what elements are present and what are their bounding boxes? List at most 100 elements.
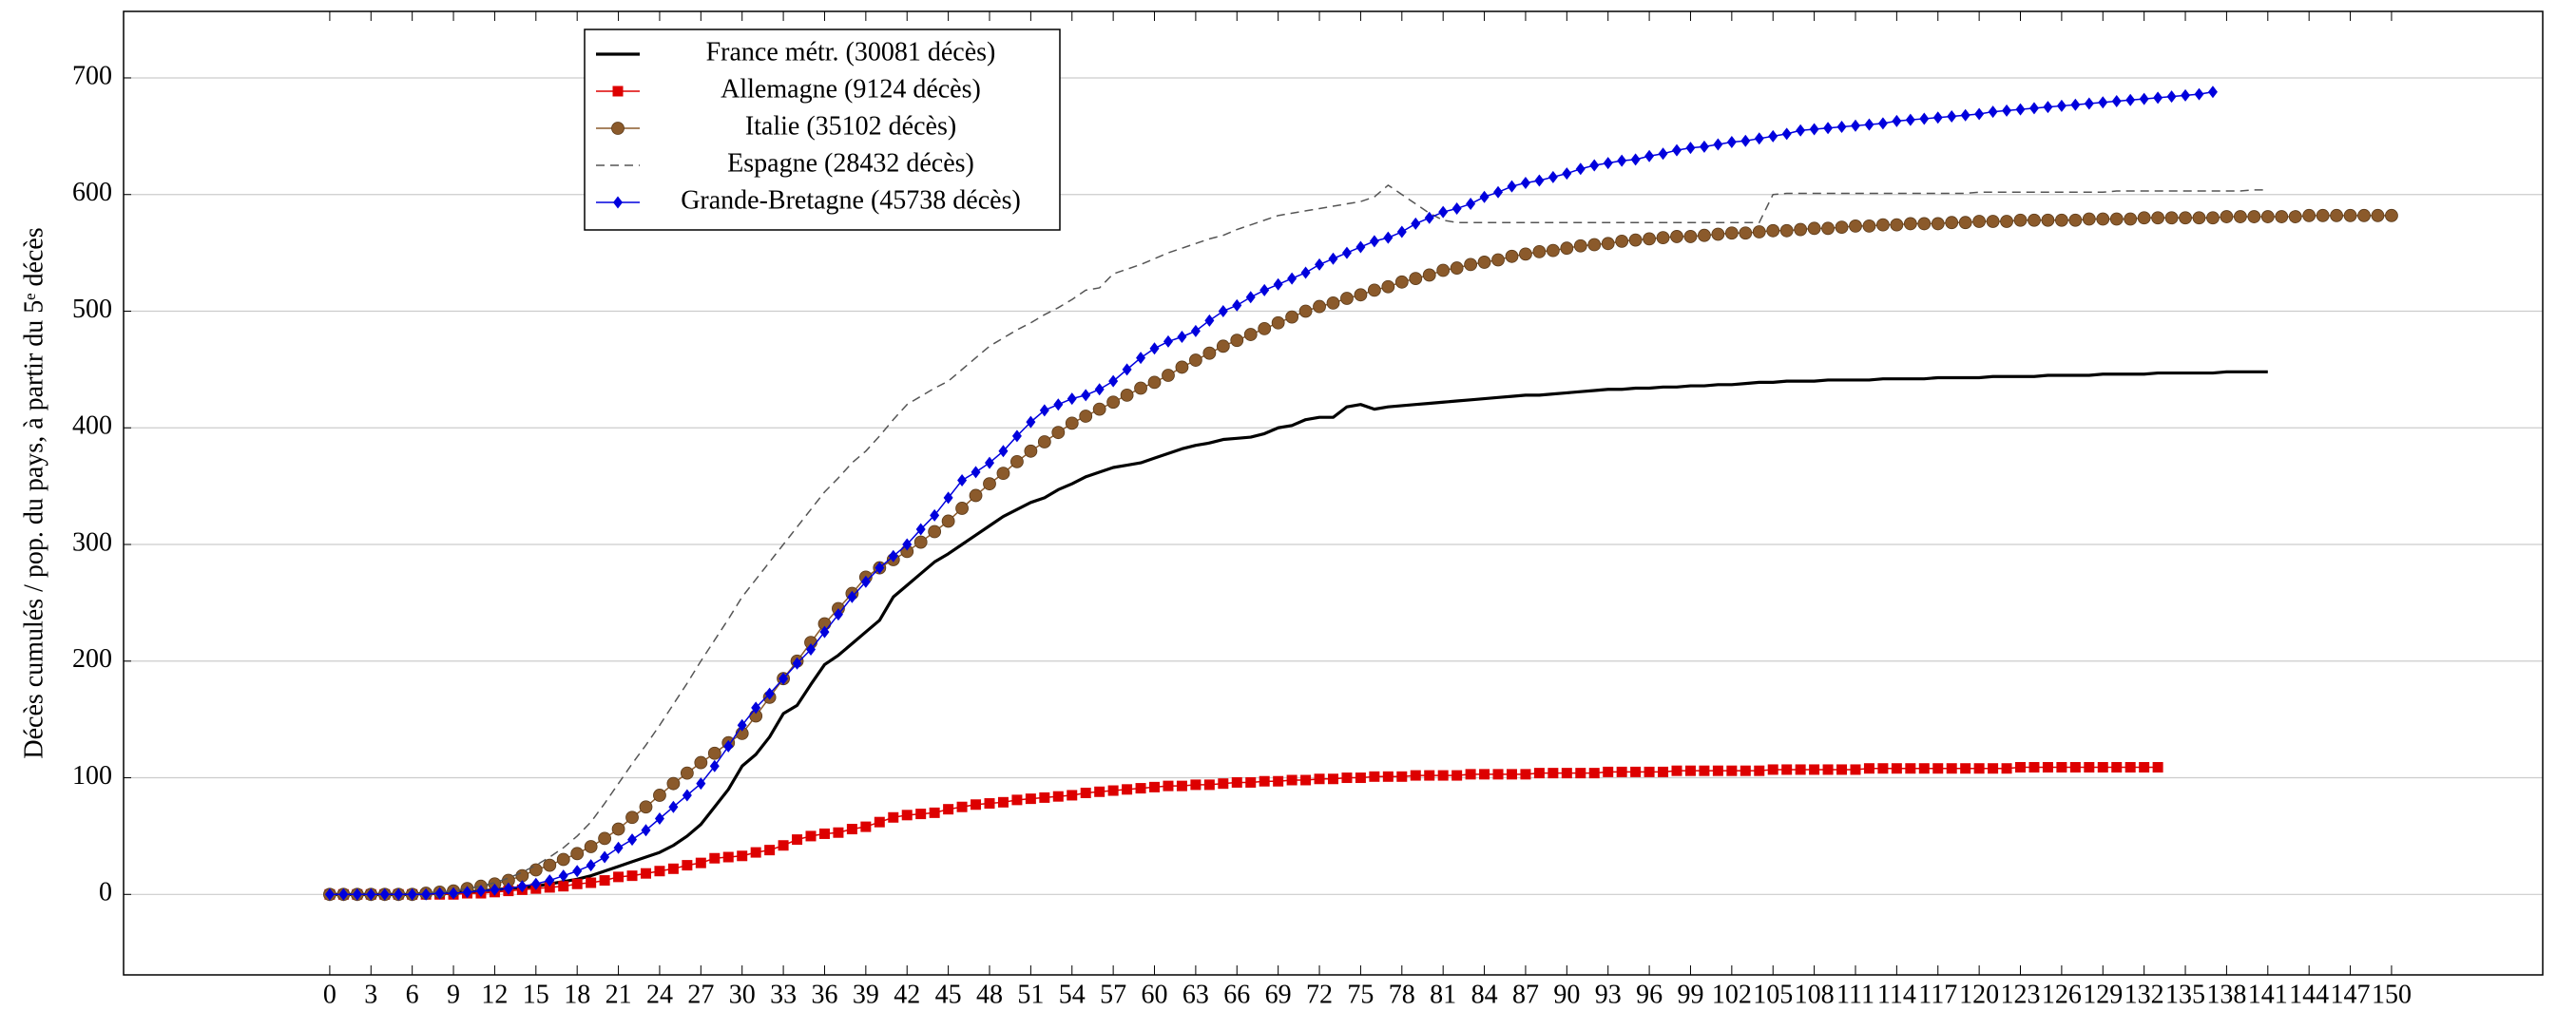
marker-circle <box>1243 328 1258 341</box>
marker-square <box>2084 761 2095 773</box>
marker-diamond <box>1328 252 1338 265</box>
x-tick-label: 9 <box>447 980 460 1009</box>
legend-label: Allemagne (9124 décès) <box>721 74 981 104</box>
marker-circle <box>913 535 928 549</box>
marker-diamond <box>1438 205 1449 219</box>
marker-circle <box>1615 234 1629 248</box>
marker-circle <box>2151 211 2165 225</box>
marker-diamond <box>2002 104 2012 117</box>
marker-diamond <box>1685 142 1696 155</box>
marker-diamond <box>2125 93 2136 106</box>
marker-circle <box>1010 454 1024 468</box>
x-tick-label: 66 <box>1223 980 1250 1009</box>
marker-square <box>1355 773 1366 784</box>
x-tick-label: 123 <box>2001 980 2041 1009</box>
marker-diamond <box>600 850 610 864</box>
legend-label: Italie (35102 décès) <box>745 111 956 141</box>
marker-square <box>695 857 706 868</box>
marker-diamond <box>1396 225 1407 238</box>
x-tick-label: 69 <box>1265 980 1292 1009</box>
marker-circle <box>1643 232 1656 246</box>
marker-square <box>1451 770 1463 781</box>
marker-square <box>1850 764 1861 775</box>
marker-square <box>1011 794 1023 806</box>
x-tick-label: 105 <box>1753 980 1793 1009</box>
marker-circle <box>1519 247 1532 261</box>
marker-square <box>1932 763 1944 774</box>
x-tick-label: 93 <box>1595 980 1622 1009</box>
marker-circle <box>2164 211 2179 225</box>
x-tick-label: 99 <box>1677 980 1703 1009</box>
marker-diamond <box>998 445 1009 458</box>
marker-diamond <box>1190 324 1201 337</box>
marker-diamond <box>779 672 789 685</box>
marker-circle <box>2179 211 2192 225</box>
x-tick-label: 39 <box>853 980 879 1009</box>
marker-diamond <box>1122 363 1132 376</box>
marker-circle <box>1628 233 1643 247</box>
marker-diamond <box>2015 103 2026 116</box>
marker-circle <box>2316 208 2330 222</box>
marker-square <box>1699 765 1710 776</box>
marker-square <box>833 827 844 838</box>
marker-diamond <box>1232 298 1242 312</box>
x-tick-label: 141 <box>2248 980 2288 1009</box>
x-tick-label: 87 <box>1512 980 1539 1009</box>
marker-circle <box>1917 217 1932 231</box>
marker-circle <box>1779 223 1794 238</box>
marker-square <box>2028 761 2040 773</box>
legend-label: France métr. (30081 décès) <box>706 37 996 67</box>
marker-diamond <box>1672 143 1682 157</box>
marker-square <box>984 798 995 810</box>
marker-circle <box>598 831 612 846</box>
marker-square <box>1231 776 1242 788</box>
marker-circle <box>1394 275 1409 289</box>
marker-diamond <box>902 538 913 551</box>
series-line <box>329 215 2392 896</box>
marker-circle <box>625 811 639 825</box>
marker-circle <box>1903 217 1917 231</box>
marker-diamond <box>971 466 981 479</box>
marker-circle <box>2082 212 2096 226</box>
marker-circle <box>1698 228 1711 242</box>
legend: France métr. (30081 décès) Allemagne (912… <box>584 29 1061 231</box>
marker-diamond <box>1836 121 1847 134</box>
marker-diamond <box>737 718 747 732</box>
marker-diamond <box>847 590 857 603</box>
marker-square <box>1616 766 1627 777</box>
marker-diamond <box>1026 415 1036 429</box>
marker-diamond <box>1823 122 1834 135</box>
y-tick-label: 200 <box>72 644 112 674</box>
marker-circle <box>1931 217 1945 231</box>
marker-diamond <box>1149 342 1160 355</box>
marker-square <box>997 796 1009 808</box>
marker-square <box>1163 780 1174 792</box>
marker-diamond <box>930 508 940 522</box>
marker-diamond <box>1726 135 1737 148</box>
marker-circle <box>1147 375 1162 390</box>
marker-circle <box>611 122 625 135</box>
marker-diamond <box>1507 180 1517 193</box>
marker-diamond <box>1424 211 1434 224</box>
marker-square <box>778 840 789 851</box>
marker-square <box>1218 778 1229 790</box>
marker-diamond <box>1809 123 1819 136</box>
marker-square <box>586 877 597 888</box>
marker-diamond <box>1451 201 1462 215</box>
x-tick-label: 75 <box>1347 980 1374 1009</box>
marker-square <box>2015 761 2027 773</box>
marker-square <box>2069 761 2081 773</box>
marker-diamond <box>833 608 843 621</box>
marker-square <box>2056 761 2067 773</box>
x-tick-label: 21 <box>606 980 632 1009</box>
marker-circle <box>1862 219 1876 233</box>
marker-circle <box>1958 216 1972 230</box>
marker-diamond <box>1411 217 1421 230</box>
marker-square <box>1286 774 1298 786</box>
marker-square <box>1107 785 1119 796</box>
marker-diamond <box>462 886 472 899</box>
y-tick-label: 0 <box>99 878 112 907</box>
marker-circle <box>1202 346 1217 360</box>
marker-circle <box>1409 272 1423 286</box>
